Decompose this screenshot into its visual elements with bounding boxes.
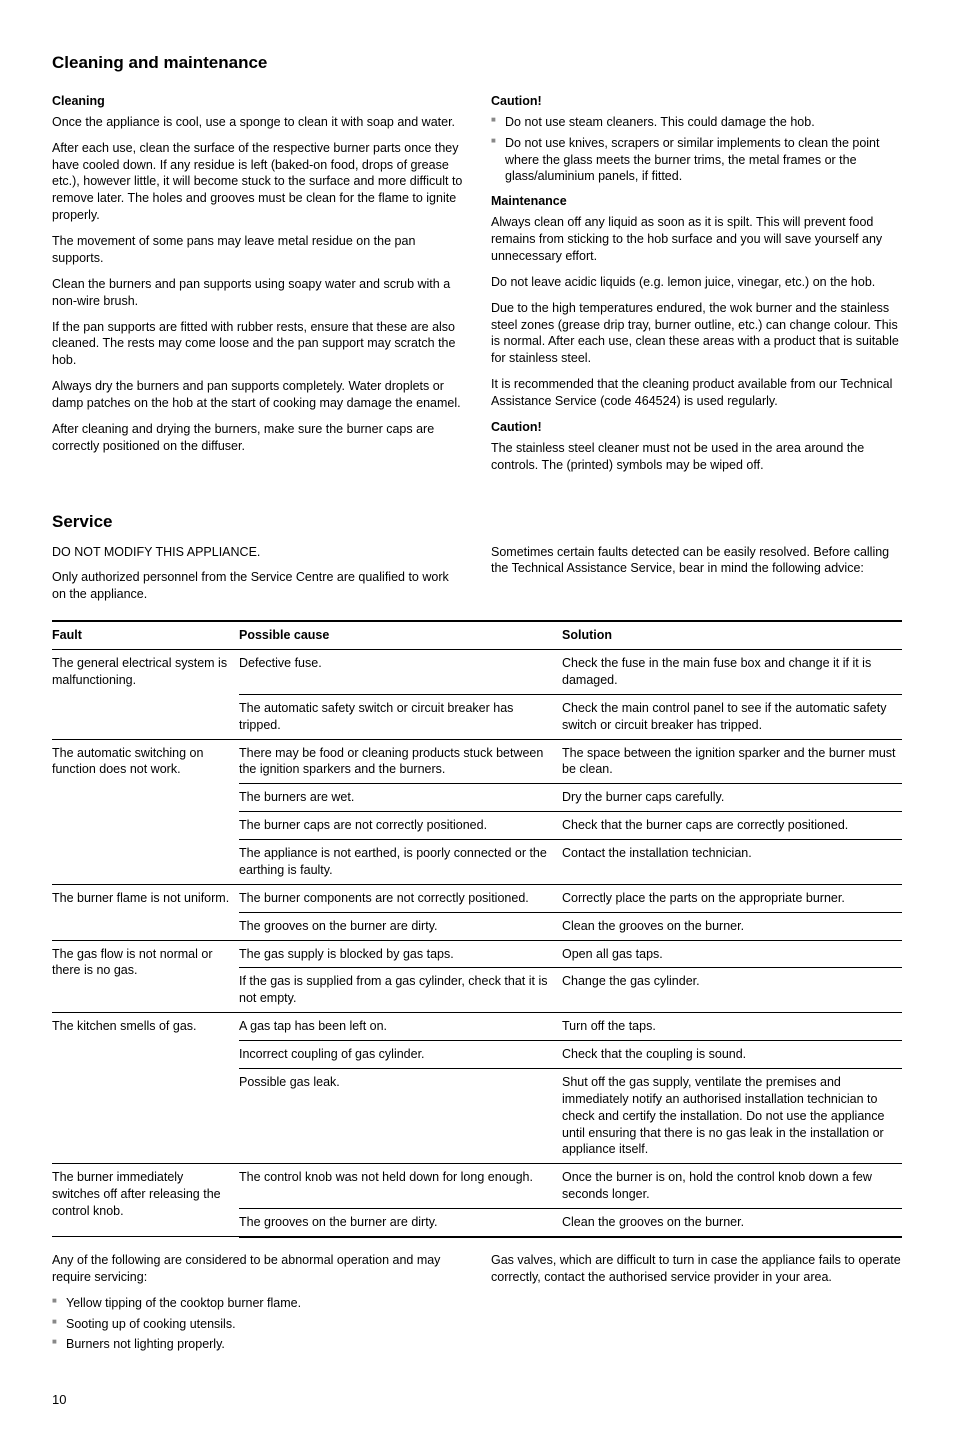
- para: Always clean off any liquid as soon as i…: [491, 214, 902, 265]
- heading-cleaning-maintenance: Cleaning and maintenance: [52, 52, 902, 75]
- cell-solution: Check that the coupling is sound.: [562, 1041, 902, 1069]
- list-item: Do not use steam cleaners. This could da…: [491, 114, 902, 131]
- cell-solution: Once the burner is on, hold the control …: [562, 1164, 902, 1209]
- para: DO NOT MODIFY THIS APPLIANCE.: [52, 544, 463, 561]
- heading-cleaning: Cleaning: [52, 93, 463, 110]
- cell-cause: The grooves on the burner are dirty.: [239, 1209, 562, 1237]
- para: Clean the burners and pan supports using…: [52, 276, 463, 310]
- list-item: Sooting up of cooking utensils.: [52, 1316, 463, 1333]
- cell-solution: Clean the grooves on the burner.: [562, 912, 902, 940]
- cell-cause: The burners are wet.: [239, 784, 562, 812]
- cell-solution: Shut off the gas supply, ventilate the p…: [562, 1068, 902, 1163]
- table-row: The automatic switching on function does…: [52, 739, 902, 784]
- cell-cause: A gas tap has been left on.: [239, 1013, 562, 1041]
- para: Gas valves, which are difficult to turn …: [491, 1252, 902, 1286]
- cell-solution: Clean the grooves on the burner.: [562, 1209, 902, 1237]
- section-cleaning: Cleaning and maintenance Cleaning Once t…: [52, 52, 902, 483]
- heading-caution: Caution!: [491, 93, 902, 110]
- table-row: The burner flame is not uniform.The burn…: [52, 884, 902, 912]
- cell-solution: The space between the ignition sparker a…: [562, 739, 902, 784]
- page-number: 10: [52, 1391, 902, 1409]
- para: Always dry the burners and pan supports …: [52, 378, 463, 412]
- cell-solution: Dry the burner caps carefully.: [562, 784, 902, 812]
- para: After each use, clean the surface of the…: [52, 140, 463, 224]
- para: It is recommended that the cleaning prod…: [491, 376, 902, 410]
- cell-solution: Turn off the taps.: [562, 1013, 902, 1041]
- caution-list: Do not use steam cleaners. This could da…: [491, 114, 902, 186]
- col-left-service: DO NOT MODIFY THIS APPLIANCE. Only autho…: [52, 544, 463, 613]
- cell-fault: The kitchen smells of gas.: [52, 1013, 239, 1164]
- para: Once the appliance is cool, use a sponge…: [52, 114, 463, 131]
- cell-fault: The burner immediately switches off afte…: [52, 1164, 239, 1237]
- para: Only authorized personnel from the Servi…: [52, 569, 463, 603]
- col-left-after: Any of the following are considered to b…: [52, 1252, 463, 1361]
- cell-fault: The gas flow is not normal or there is n…: [52, 940, 239, 1013]
- table-row: The general electrical system is malfunc…: [52, 650, 902, 695]
- para: After cleaning and drying the burners, m…: [52, 421, 463, 455]
- cell-cause: The grooves on the burner are dirty.: [239, 912, 562, 940]
- cell-solution: Open all gas taps.: [562, 940, 902, 968]
- cell-fault: The automatic switching on function does…: [52, 739, 239, 884]
- cell-cause: Incorrect coupling of gas cylinder.: [239, 1041, 562, 1069]
- th-solution: Solution: [562, 621, 902, 649]
- para: Due to the high temperatures endured, th…: [491, 300, 902, 368]
- cell-cause: The gas supply is blocked by gas taps.: [239, 940, 562, 968]
- table-row: The kitchen smells of gas.A gas tap has …: [52, 1013, 902, 1041]
- col-right-service: Sometimes certain faults detected can be…: [491, 544, 902, 613]
- th-cause: Possible cause: [239, 621, 562, 649]
- th-fault: Fault: [52, 621, 239, 649]
- section-service: Service DO NOT MODIFY THIS APPLIANCE. On…: [52, 511, 902, 1362]
- para: Sometimes certain faults detected can be…: [491, 544, 902, 578]
- cell-cause: Possible gas leak.: [239, 1068, 562, 1163]
- cell-solution: Check the main control panel to see if t…: [562, 694, 902, 739]
- cell-cause: If the gas is supplied from a gas cylind…: [239, 968, 562, 1013]
- cell-solution: Contact the installation technician.: [562, 840, 902, 885]
- para: The stainless steel cleaner must not be …: [491, 440, 902, 474]
- table-row: The gas flow is not normal or there is n…: [52, 940, 902, 968]
- cell-cause: There may be food or cleaning products s…: [239, 739, 562, 784]
- abnormal-list: Yellow tipping of the cooktop burner fla…: [52, 1295, 463, 1354]
- para: Do not leave acidic liquids (e.g. lemon …: [491, 274, 902, 291]
- cell-solution: Correctly place the parts on the appropr…: [562, 884, 902, 912]
- heading-service: Service: [52, 511, 902, 534]
- table-row: The burner immediately switches off afte…: [52, 1164, 902, 1209]
- para: Any of the following are considered to b…: [52, 1252, 463, 1286]
- cell-cause: The burner components are not correctly …: [239, 884, 562, 912]
- cell-solution: Check that the burner caps are correctly…: [562, 812, 902, 840]
- cell-fault: The general electrical system is malfunc…: [52, 650, 239, 740]
- cell-fault: The burner flame is not uniform.: [52, 884, 239, 940]
- heading-maintenance: Maintenance: [491, 193, 902, 210]
- cell-cause: Defective fuse.: [239, 650, 562, 695]
- list-item: Yellow tipping of the cooktop burner fla…: [52, 1295, 463, 1312]
- cell-solution: Change the gas cylinder.: [562, 968, 902, 1013]
- heading-caution: Caution!: [491, 419, 902, 436]
- cell-cause: The automatic safety switch or circuit b…: [239, 694, 562, 739]
- col-right-after: Gas valves, which are difficult to turn …: [491, 1252, 902, 1361]
- col-right-cleaning: Caution! Do not use steam cleaners. This…: [491, 85, 902, 483]
- cell-cause: The burner caps are not correctly positi…: [239, 812, 562, 840]
- para: The movement of some pans may leave meta…: [52, 233, 463, 267]
- cell-cause: The appliance is not earthed, is poorly …: [239, 840, 562, 885]
- list-item: Do not use knives, scrapers or similar i…: [491, 135, 902, 186]
- para: If the pan supports are fitted with rubb…: [52, 319, 463, 370]
- cell-cause: The control knob was not held down for l…: [239, 1164, 562, 1209]
- cell-solution: Check the fuse in the main fuse box and …: [562, 650, 902, 695]
- col-left-cleaning: Cleaning Once the appliance is cool, use…: [52, 85, 463, 483]
- faults-table: Fault Possible cause Solution The genera…: [52, 620, 902, 1238]
- list-item: Burners not lighting properly.: [52, 1336, 463, 1353]
